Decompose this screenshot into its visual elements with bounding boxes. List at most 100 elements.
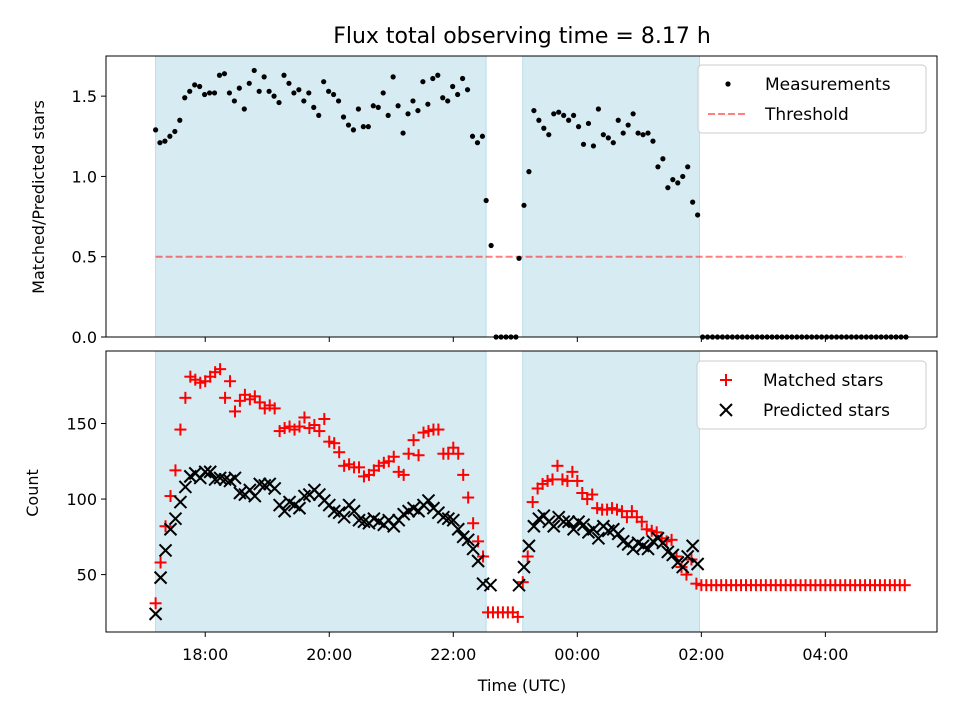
measurement-point [625,122,631,128]
measurement-point [675,180,681,186]
measurement-point [585,120,592,127]
predicted-star-point [347,504,361,518]
measurement-point [311,104,317,110]
measurement-point [226,90,233,96]
predicted-star-point [441,511,456,526]
matched-star-point [576,487,589,500]
measurement-point [355,106,362,112]
predicted-star-point [228,471,242,485]
measurement-point [316,112,322,119]
observing-interval-band [155,350,487,633]
measurement-point [326,88,332,94]
measurement-point [330,91,337,98]
predicted-star-point [446,513,460,527]
measurement-point [546,132,552,138]
measurement-point [488,242,494,249]
measurement-point [261,74,267,80]
matched-star-point [298,411,311,424]
predicted-star-point [297,489,312,503]
measurement-point [256,88,262,94]
measurement-point [660,156,666,162]
measurement-point [590,143,597,149]
measurement-point [435,72,441,78]
observing-interval-band [522,350,700,633]
measurement-point [665,185,671,191]
matched-star-point [318,412,331,425]
predicted-star-point [680,549,695,564]
matched-star-point [412,449,425,462]
measurement-point [246,80,252,86]
x-tick-label: 04:00 [802,645,848,664]
x-tick-label: 22:00 [430,645,476,664]
matched-star-point [625,505,638,518]
measurement-point [415,107,421,114]
matched-star-point [526,496,539,509]
y-tick-label: 0.0 [72,328,97,347]
measurement-point [286,80,292,86]
matched-star-point [169,464,182,477]
measurement-point [390,74,396,80]
matched-star-point [521,550,534,563]
y-tick-label: 1.0 [72,167,97,186]
measurement-point [630,111,636,117]
matched-star-point [253,396,266,409]
y-tick-label: 100 [66,490,97,509]
measurement-point [685,164,691,170]
measurement-point [464,87,471,93]
matched-star-point [248,390,261,403]
predicted-star-point [213,471,227,485]
measurement-point [695,212,701,218]
bottom-axes-frame [105,350,938,633]
legend-matched-marker [720,374,732,386]
predicted-star-point [253,477,267,491]
predicted-star-point [421,493,436,508]
measurement-point [271,93,277,99]
measurement-point [595,106,601,112]
predicted-star-point [158,543,173,558]
predicted-star-point [666,548,680,562]
measurement-point [221,71,228,77]
measurement-point [440,95,446,101]
observing-interval-band [522,55,700,338]
bottom-y-axis-label: Count [23,469,42,517]
predicted-star-point [561,515,576,529]
predicted-star-point [248,489,262,503]
measurement-point [206,90,213,96]
matched-star-point [268,402,281,415]
chart-title: Flux total observing time = 8.17 h [333,24,711,49]
measurement-point [580,141,587,147]
predicted-star-point [576,518,591,532]
bottom-axes: 50 100 150 18:00 20:00 22:00 00:00 02:00 04:00 [66,350,938,664]
measurement-point [425,101,431,107]
measurement-point [455,91,461,98]
predicted-star-point [203,465,217,479]
predicted-star-point [566,522,581,536]
predicted-star-point [208,472,222,487]
measurement-point [153,127,159,133]
measurement-point [192,82,198,88]
predicted-star-point [451,522,465,536]
predicted-star-point [163,522,178,536]
measurement-point [556,109,562,115]
matched-star-point [214,363,227,376]
measurement-point [600,132,606,138]
predicted-star-point [436,510,451,524]
measurement-point [640,132,646,138]
predicted-star-point [178,480,193,494]
measurement-point [350,127,357,133]
predicted-star-point [466,542,480,556]
predicted-star-point [641,542,655,556]
measurement-point [276,99,282,106]
predicted-star-point [148,607,163,621]
predicted-star-point [527,519,541,533]
measurement-point [187,88,193,94]
y-tick-label: 150 [66,415,97,434]
legend-measurements-marker [725,81,731,87]
measurement-point [162,138,168,144]
matched-star-point [313,425,326,438]
predicted-star-point [547,519,561,533]
measurement-point [680,173,686,180]
measurement-point [615,117,621,123]
y-tick-label: 0.5 [72,248,97,267]
